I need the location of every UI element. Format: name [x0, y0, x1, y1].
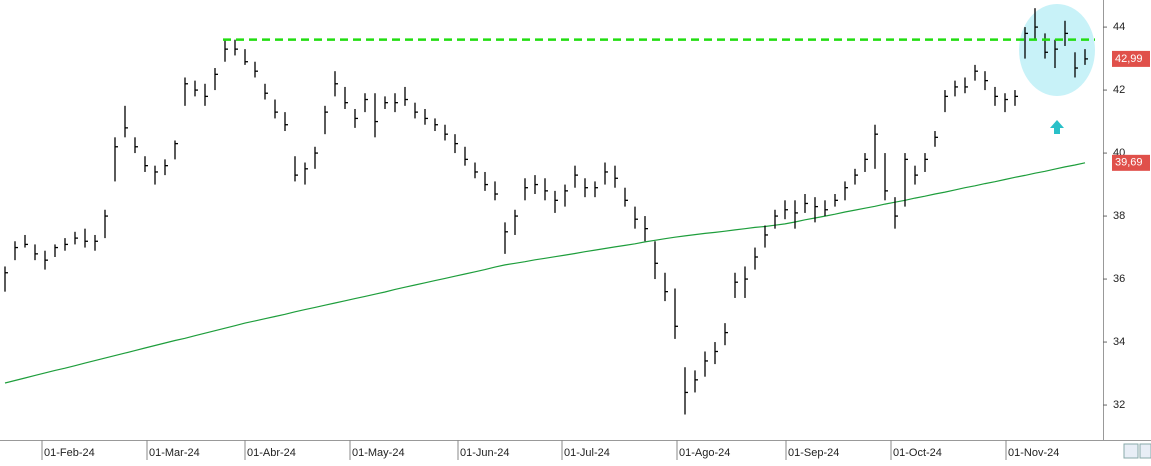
x-tick-label: 01-Sep-24	[788, 447, 839, 459]
x-tick-label: 01-Jul-24	[564, 447, 610, 459]
last-price-label-box	[1112, 50, 1150, 67]
x-tick-label: 01-Feb-24	[44, 447, 95, 459]
y-tick-label: 42	[1113, 84, 1125, 96]
x-tick-label: 01-Mar-24	[149, 447, 200, 459]
button[interactable]	[1123, 443, 1139, 459]
x-tick-label: 01-Ago-24	[679, 447, 730, 459]
x-tick-label: 01-May-24	[352, 447, 405, 459]
y-tick-label: 34	[1113, 336, 1125, 348]
y-tick-label: 44	[1113, 21, 1125, 33]
y-tick-label: 36	[1113, 273, 1125, 285]
x-tick-label: 01-Oct-24	[893, 447, 942, 459]
button[interactable]	[1139, 443, 1151, 459]
ma-value-label-box	[1112, 154, 1150, 171]
y-tick-label: 32	[1113, 399, 1125, 411]
x-tick-label: 01-Nov-24	[1008, 447, 1059, 459]
up-arrow	[1050, 120, 1064, 134]
last-price-label: 42,99	[1115, 53, 1143, 65]
highlight-circle	[1019, 4, 1095, 96]
corner-buttons	[1123, 443, 1151, 459]
ma-value-label: 39,69	[1115, 157, 1143, 169]
x-tick-label: 01-Abr-24	[247, 447, 296, 459]
y-tick-label: 38	[1113, 210, 1125, 222]
x-tick-label: 01-Jun-24	[460, 447, 510, 459]
